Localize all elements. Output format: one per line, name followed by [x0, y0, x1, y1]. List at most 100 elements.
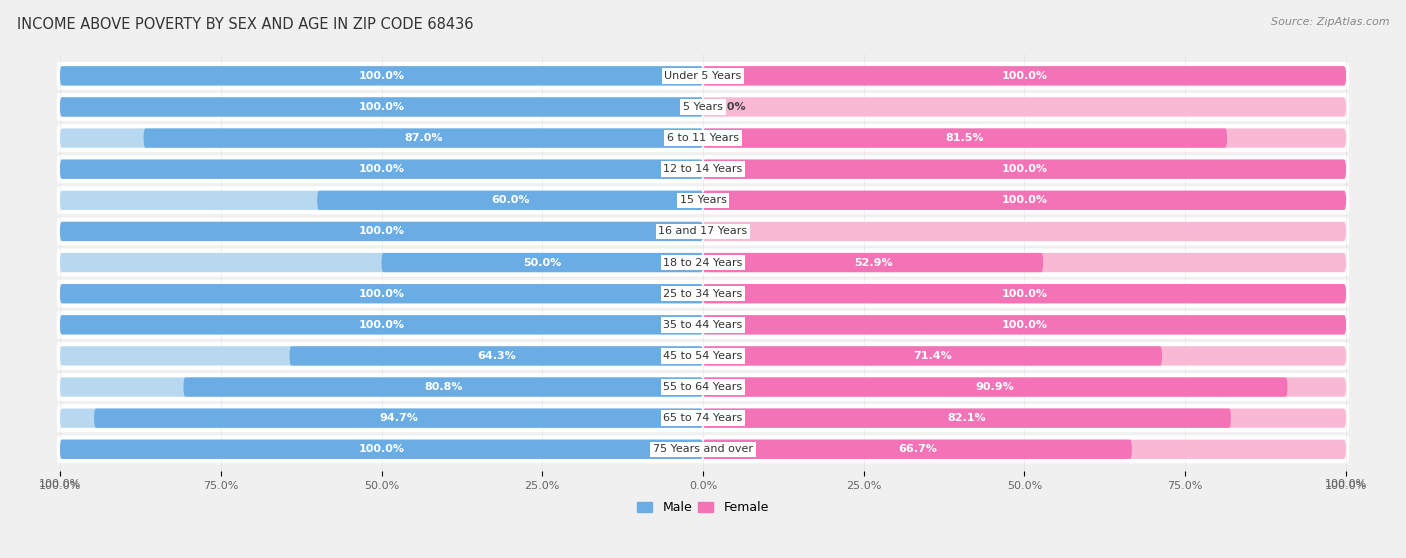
- Text: 71.4%: 71.4%: [912, 351, 952, 361]
- FancyBboxPatch shape: [56, 62, 1350, 90]
- Text: 5 Years: 5 Years: [683, 102, 723, 112]
- FancyBboxPatch shape: [56, 93, 1350, 121]
- FancyBboxPatch shape: [703, 160, 1346, 179]
- FancyBboxPatch shape: [703, 377, 1346, 397]
- FancyBboxPatch shape: [703, 440, 1346, 459]
- FancyBboxPatch shape: [60, 66, 703, 85]
- FancyBboxPatch shape: [60, 191, 703, 210]
- Text: 60.0%: 60.0%: [491, 195, 529, 205]
- FancyBboxPatch shape: [60, 440, 703, 459]
- Text: 16 and 17 Years: 16 and 17 Years: [658, 227, 748, 237]
- FancyBboxPatch shape: [56, 248, 1350, 277]
- FancyBboxPatch shape: [56, 404, 1350, 432]
- Text: 80.8%: 80.8%: [425, 382, 463, 392]
- Text: 100.0%: 100.0%: [39, 479, 82, 489]
- FancyBboxPatch shape: [60, 66, 703, 85]
- FancyBboxPatch shape: [60, 315, 703, 334]
- Text: 0.0%: 0.0%: [716, 227, 747, 237]
- FancyBboxPatch shape: [703, 408, 1346, 428]
- FancyBboxPatch shape: [703, 222, 1346, 241]
- FancyBboxPatch shape: [60, 222, 703, 241]
- FancyBboxPatch shape: [60, 128, 703, 148]
- FancyBboxPatch shape: [703, 160, 1346, 179]
- FancyBboxPatch shape: [60, 284, 703, 304]
- Text: 90.9%: 90.9%: [976, 382, 1015, 392]
- FancyBboxPatch shape: [94, 408, 703, 428]
- Text: 0.0%: 0.0%: [716, 102, 747, 112]
- FancyBboxPatch shape: [56, 435, 1350, 463]
- Text: 15 Years: 15 Years: [679, 195, 727, 205]
- Text: 66.7%: 66.7%: [898, 444, 936, 454]
- FancyBboxPatch shape: [703, 315, 1346, 334]
- FancyBboxPatch shape: [60, 315, 703, 334]
- Text: 100.0%: 100.0%: [1001, 71, 1047, 81]
- FancyBboxPatch shape: [703, 128, 1227, 148]
- FancyBboxPatch shape: [703, 284, 1346, 304]
- FancyBboxPatch shape: [703, 347, 1346, 365]
- FancyBboxPatch shape: [56, 342, 1350, 370]
- FancyBboxPatch shape: [703, 191, 1346, 210]
- FancyBboxPatch shape: [56, 186, 1350, 214]
- Text: 50.0%: 50.0%: [523, 258, 561, 268]
- FancyBboxPatch shape: [703, 97, 1346, 117]
- Text: 18 to 24 Years: 18 to 24 Years: [664, 258, 742, 268]
- Text: Under 5 Years: Under 5 Years: [665, 71, 741, 81]
- FancyBboxPatch shape: [60, 284, 703, 304]
- FancyBboxPatch shape: [56, 373, 1350, 401]
- Text: 64.3%: 64.3%: [477, 351, 516, 361]
- Text: INCOME ABOVE POVERTY BY SEX AND AGE IN ZIP CODE 68436: INCOME ABOVE POVERTY BY SEX AND AGE IN Z…: [17, 17, 474, 32]
- Text: 6 to 11 Years: 6 to 11 Years: [666, 133, 740, 143]
- Text: 12 to 14 Years: 12 to 14 Years: [664, 164, 742, 174]
- Text: 52.9%: 52.9%: [853, 258, 893, 268]
- Text: 87.0%: 87.0%: [404, 133, 443, 143]
- FancyBboxPatch shape: [381, 253, 703, 272]
- Text: 100.0%: 100.0%: [359, 227, 405, 237]
- FancyBboxPatch shape: [703, 253, 1346, 272]
- FancyBboxPatch shape: [56, 124, 1350, 152]
- FancyBboxPatch shape: [703, 253, 1043, 272]
- Text: Source: ZipAtlas.com: Source: ZipAtlas.com: [1271, 17, 1389, 27]
- Text: 35 to 44 Years: 35 to 44 Years: [664, 320, 742, 330]
- FancyBboxPatch shape: [60, 160, 703, 179]
- Text: 100.0%: 100.0%: [1001, 288, 1047, 299]
- FancyBboxPatch shape: [143, 128, 703, 148]
- FancyBboxPatch shape: [703, 315, 1346, 334]
- FancyBboxPatch shape: [56, 311, 1350, 339]
- Text: 100.0%: 100.0%: [1324, 479, 1367, 489]
- FancyBboxPatch shape: [703, 66, 1346, 85]
- FancyBboxPatch shape: [703, 191, 1346, 210]
- Text: 100.0%: 100.0%: [359, 164, 405, 174]
- FancyBboxPatch shape: [56, 155, 1350, 183]
- FancyBboxPatch shape: [60, 97, 703, 117]
- FancyBboxPatch shape: [703, 284, 1346, 304]
- FancyBboxPatch shape: [56, 280, 1350, 307]
- FancyBboxPatch shape: [318, 191, 703, 210]
- Text: 55 to 64 Years: 55 to 64 Years: [664, 382, 742, 392]
- FancyBboxPatch shape: [60, 222, 703, 241]
- Text: 45 to 54 Years: 45 to 54 Years: [664, 351, 742, 361]
- FancyBboxPatch shape: [60, 408, 703, 428]
- Text: 25 to 34 Years: 25 to 34 Years: [664, 288, 742, 299]
- Text: 94.7%: 94.7%: [380, 413, 418, 423]
- Text: 75 Years and over: 75 Years and over: [652, 444, 754, 454]
- FancyBboxPatch shape: [703, 66, 1346, 85]
- Text: 100.0%: 100.0%: [1001, 320, 1047, 330]
- Text: 100.0%: 100.0%: [359, 102, 405, 112]
- Text: 100.0%: 100.0%: [1001, 164, 1047, 174]
- FancyBboxPatch shape: [183, 377, 703, 397]
- Text: 100.0%: 100.0%: [359, 444, 405, 454]
- Text: 65 to 74 Years: 65 to 74 Years: [664, 413, 742, 423]
- FancyBboxPatch shape: [60, 160, 703, 179]
- FancyBboxPatch shape: [703, 347, 1163, 365]
- Text: 82.1%: 82.1%: [948, 413, 986, 423]
- Text: 100.0%: 100.0%: [359, 320, 405, 330]
- FancyBboxPatch shape: [703, 128, 1346, 148]
- FancyBboxPatch shape: [290, 347, 703, 365]
- Text: 100.0%: 100.0%: [359, 288, 405, 299]
- FancyBboxPatch shape: [60, 97, 703, 117]
- FancyBboxPatch shape: [56, 218, 1350, 246]
- FancyBboxPatch shape: [60, 440, 703, 459]
- Legend: Male, Female: Male, Female: [633, 496, 773, 519]
- FancyBboxPatch shape: [703, 440, 1132, 459]
- FancyBboxPatch shape: [60, 347, 703, 365]
